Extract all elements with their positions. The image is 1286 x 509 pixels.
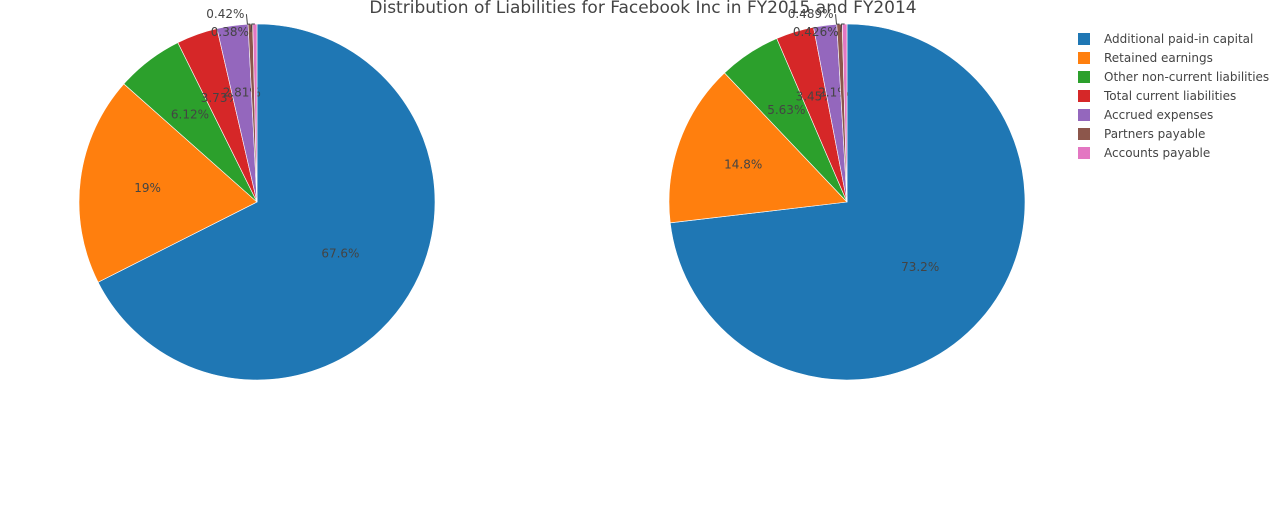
slice-label-outside: 0.42% bbox=[206, 7, 244, 21]
legend-label: Accrued expenses bbox=[1104, 108, 1213, 122]
legend-swatch bbox=[1078, 90, 1090, 102]
legend-item[interactable]: Accrued expenses bbox=[1078, 108, 1213, 122]
slice-label-outside: 0.426% bbox=[793, 25, 839, 39]
legend-label: Partners payable bbox=[1104, 127, 1205, 141]
legend-label: Accounts payable bbox=[1104, 146, 1210, 160]
label-leader-line bbox=[250, 23, 255, 33]
slice-label: 19% bbox=[134, 181, 161, 195]
legend-swatch bbox=[1078, 33, 1090, 45]
pie-chart-1: 67.6%19%6.12%3.73%2.81%0.42%0.38% bbox=[78, 7, 436, 381]
legend-item[interactable]: Other non-current liabilities bbox=[1078, 70, 1269, 84]
pie-chart-2: 73.2%14.8%5.63%3.45%2.1%0.489%0.426% bbox=[668, 7, 1026, 381]
slice-label: 5.63% bbox=[767, 103, 805, 117]
legend-label: Total current liabilities bbox=[1103, 89, 1236, 103]
legend-label: Other non-current liabilities bbox=[1104, 70, 1269, 84]
pie-slice[interactable] bbox=[97, 23, 436, 381]
slice-label-outside: 0.489% bbox=[788, 7, 834, 21]
slice-label-outside: 0.38% bbox=[211, 25, 249, 39]
legend-item[interactable]: Retained earnings bbox=[1078, 51, 1213, 65]
slice-label: 3.45% bbox=[796, 89, 834, 103]
label-leader-line bbox=[835, 14, 840, 25]
legend-swatch bbox=[1078, 147, 1090, 159]
slice-label: 6.12% bbox=[171, 107, 209, 121]
legend-label: Additional paid-in capital bbox=[1104, 32, 1253, 46]
legend: Additional paid-in capital Retained earni… bbox=[1078, 32, 1269, 160]
slice-label: 14.8% bbox=[724, 157, 762, 171]
legend-item[interactable]: Total current liabilities bbox=[1078, 89, 1236, 103]
label-leader-line bbox=[840, 23, 845, 33]
legend-item[interactable]: Partners payable bbox=[1078, 127, 1205, 141]
pie-slice[interactable] bbox=[78, 83, 258, 283]
pie-slice[interactable] bbox=[668, 72, 848, 224]
pies-group: 67.6%19%6.12%3.73%2.81%0.42%0.38%73.2%14… bbox=[78, 7, 1026, 381]
legend-item[interactable]: Accounts payable bbox=[1078, 146, 1210, 160]
pie-slice[interactable] bbox=[669, 23, 1026, 381]
chart-title: Distribution of Liabilities for Facebook… bbox=[369, 0, 916, 18]
legend-swatch bbox=[1078, 128, 1090, 140]
legend-swatch bbox=[1078, 52, 1090, 64]
legend-swatch bbox=[1078, 71, 1090, 83]
legend-swatch bbox=[1078, 109, 1090, 121]
slice-label: 67.6% bbox=[321, 246, 359, 260]
label-leader-line bbox=[245, 14, 251, 25]
slice-label: 3.73% bbox=[201, 91, 239, 105]
legend-label: Retained earnings bbox=[1104, 51, 1213, 65]
legend-item[interactable]: Additional paid-in capital bbox=[1078, 32, 1253, 46]
slice-label: 73.2% bbox=[901, 260, 939, 274]
